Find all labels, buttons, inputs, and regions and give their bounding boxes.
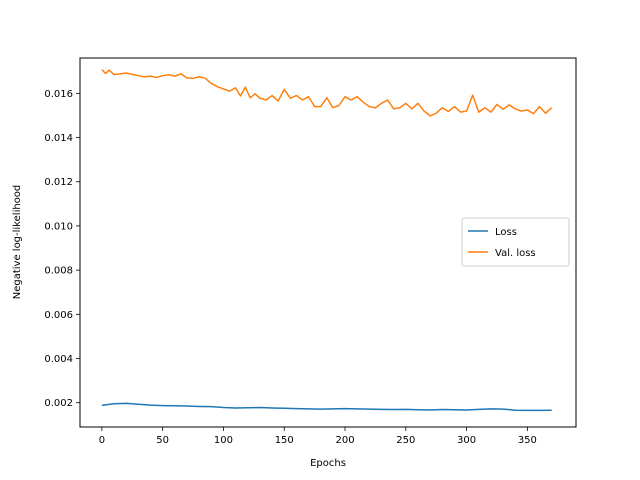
legend-box	[461, 217, 570, 267]
x-tick-label: 250	[396, 435, 415, 446]
y-tick-label: 0.010	[44, 221, 73, 232]
y-tick-label: 0.016	[44, 89, 73, 100]
legend: Loss Val. loss	[461, 217, 570, 267]
y-tick-label: 0.008	[44, 266, 73, 277]
x-axis-label: Epochs	[310, 458, 346, 469]
y-tick-label: 0.014	[44, 133, 73, 144]
y-tick-label: 0.012	[44, 177, 73, 188]
y-axis-label: Negative log-likelihood	[12, 185, 23, 300]
y-tick-label: 0.004	[44, 354, 73, 365]
plot-frame	[79, 57, 577, 428]
series-line-val-loss	[101, 68, 553, 117]
y-tick-label: 0.002	[44, 398, 73, 409]
x-tick-label: 100	[214, 435, 233, 446]
y-axis: 0.002 0.004 0.006 0.008 0.010 0.012 0.014 0.016	[44, 89, 80, 409]
series-layer	[101, 68, 553, 412]
x-tick-label: 0	[99, 435, 105, 446]
x-axis: 0 50 100 150 200 250 300 350	[99, 427, 537, 446]
legend-label: Loss	[495, 227, 517, 238]
x-tick-label: 300	[457, 435, 476, 446]
series-line-loss	[101, 402, 552, 412]
x-tick-label: 150	[275, 435, 294, 446]
legend-label: Val. loss	[495, 248, 536, 259]
x-tick-label: 350	[518, 435, 537, 446]
y-tick-label: 0.006	[44, 310, 73, 321]
x-tick-label: 50	[156, 435, 169, 446]
x-tick-label: 200	[335, 435, 354, 446]
